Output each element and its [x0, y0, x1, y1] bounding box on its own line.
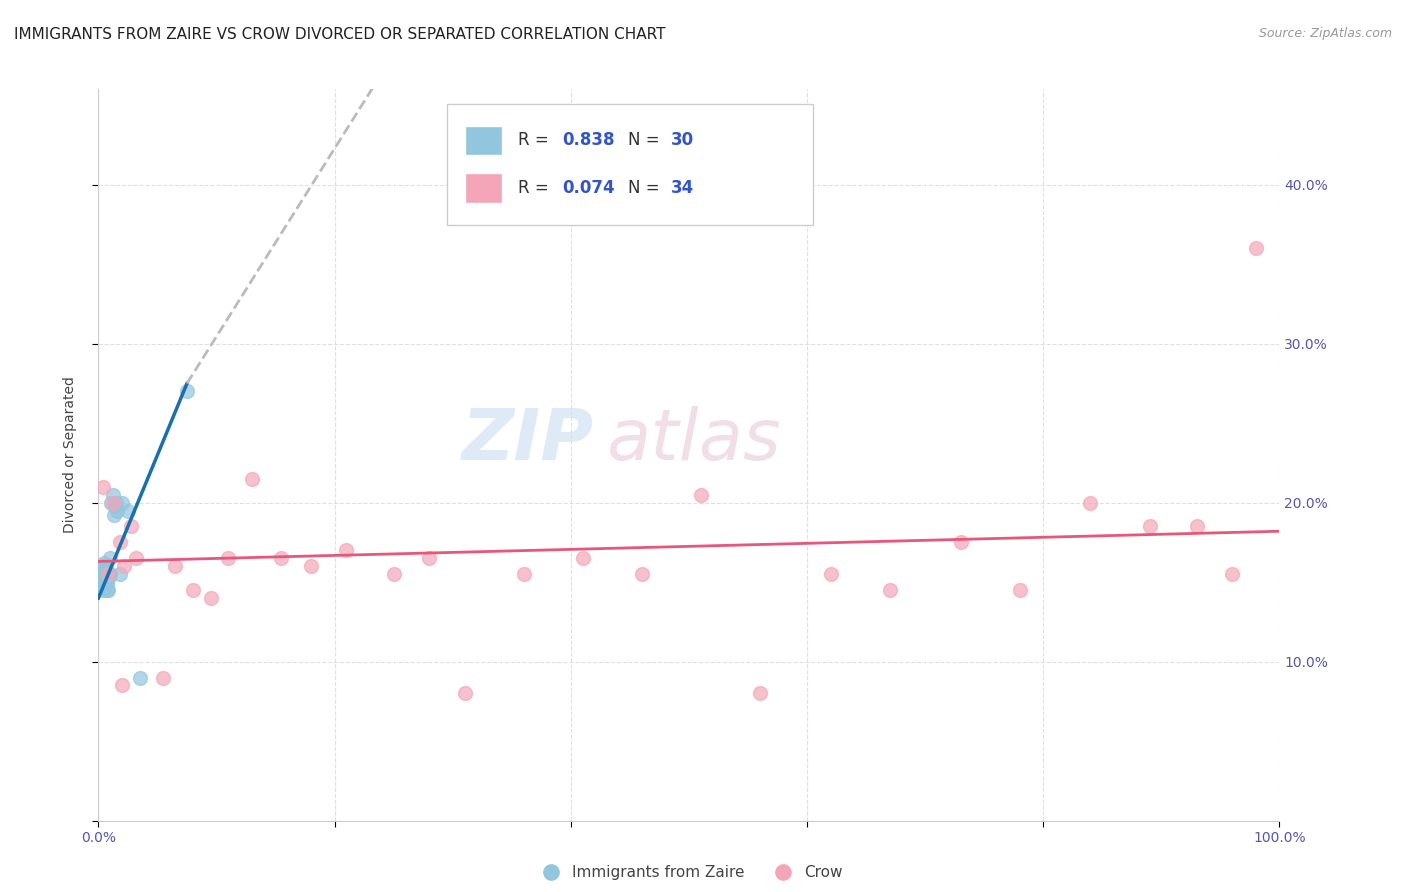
Text: Source: ZipAtlas.com: Source: ZipAtlas.com: [1258, 27, 1392, 40]
Point: [181, 583, 204, 598]
Point: [152, 671, 174, 685]
Point: [91, 583, 114, 598]
FancyBboxPatch shape: [464, 173, 502, 202]
Point: [630, 567, 652, 582]
Point: [112, 559, 135, 574]
Point: [98, 551, 121, 566]
Point: [165, 559, 187, 574]
Point: [748, 686, 770, 700]
Point: [121, 519, 143, 533]
Text: 34: 34: [671, 179, 695, 197]
Point: [453, 686, 475, 700]
Text: ZIP: ZIP: [463, 406, 595, 475]
Point: [879, 583, 901, 598]
Point: [200, 591, 222, 605]
FancyBboxPatch shape: [447, 103, 813, 225]
Point: [93, 567, 115, 582]
Point: [1008, 583, 1031, 598]
Point: [111, 678, 134, 692]
Point: [128, 671, 150, 685]
Point: [689, 488, 711, 502]
FancyBboxPatch shape: [464, 126, 502, 155]
Text: 0.838: 0.838: [562, 131, 614, 149]
Point: [93, 575, 115, 590]
Point: [125, 551, 148, 566]
Point: [101, 495, 124, 509]
Point: [382, 567, 405, 582]
Point: [96, 578, 118, 592]
Point: [103, 508, 125, 523]
Point: [240, 472, 263, 486]
Point: [105, 503, 128, 517]
Point: [270, 551, 292, 566]
Point: [571, 551, 593, 566]
Point: [90, 578, 112, 592]
Point: [94, 562, 117, 576]
Point: [89, 567, 111, 582]
Point: [335, 543, 357, 558]
Point: [101, 488, 124, 502]
Point: [949, 535, 972, 549]
Text: IMMIGRANTS FROM ZAIRE VS CROW DIVORCED OR SEPARATED CORRELATION CHART: IMMIGRANTS FROM ZAIRE VS CROW DIVORCED O…: [14, 27, 665, 42]
Point: [1139, 519, 1161, 533]
Point: [91, 572, 114, 586]
Text: 30: 30: [671, 131, 695, 149]
Point: [100, 495, 122, 509]
Text: R =: R =: [517, 179, 554, 197]
Point: [1244, 241, 1267, 255]
Point: [91, 559, 114, 574]
Point: [108, 535, 131, 549]
Point: [105, 495, 128, 509]
Point: [108, 567, 131, 582]
Point: [91, 567, 114, 582]
Point: [299, 559, 322, 574]
Point: [176, 384, 198, 399]
Point: [97, 567, 120, 582]
Point: [97, 583, 120, 598]
Point: [96, 583, 118, 598]
Point: [98, 567, 121, 582]
Point: [91, 480, 114, 494]
Text: N =: N =: [627, 131, 665, 149]
Text: 0.074: 0.074: [562, 179, 616, 197]
Point: [94, 575, 117, 590]
Point: [1080, 495, 1102, 509]
Point: [97, 572, 120, 586]
Point: [104, 499, 127, 513]
Text: N =: N =: [627, 179, 665, 197]
Point: [512, 567, 534, 582]
Point: [117, 503, 139, 517]
Point: [93, 556, 115, 570]
Legend: Immigrants from Zaire, Crow: Immigrants from Zaire, Crow: [529, 859, 849, 886]
Point: [1185, 519, 1208, 533]
Point: [418, 551, 440, 566]
Point: [98, 567, 121, 582]
Point: [111, 495, 134, 509]
Point: [90, 562, 112, 576]
Text: atlas: atlas: [606, 406, 780, 475]
Point: [820, 567, 842, 582]
Text: R =: R =: [517, 131, 554, 149]
Point: [217, 551, 239, 566]
Y-axis label: Divorced or Separated: Divorced or Separated: [63, 376, 77, 533]
Point: [1220, 567, 1243, 582]
